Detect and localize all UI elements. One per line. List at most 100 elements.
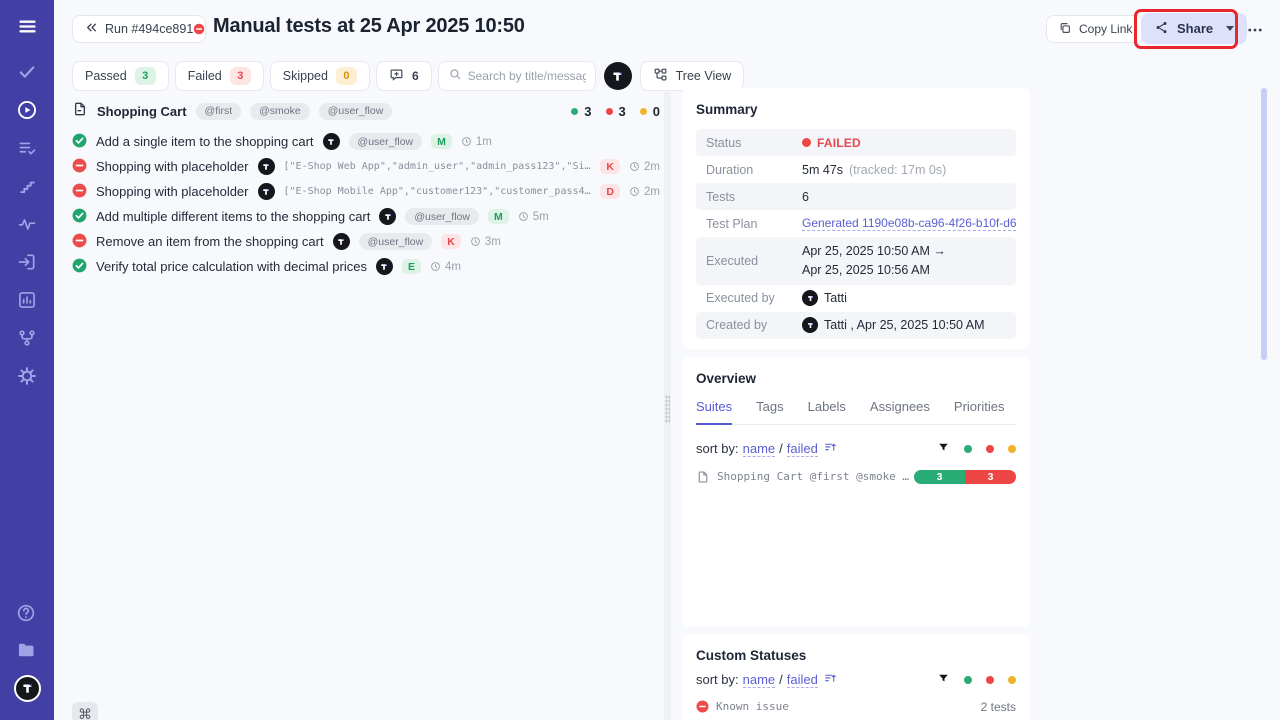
assignee-badge: K	[600, 159, 621, 174]
failed-bar-segment: 3	[965, 469, 1016, 484]
filter-skipped-button[interactable]: Skipped 0	[269, 61, 370, 91]
assignee-badge: D	[600, 184, 621, 199]
testomat-logo-icon[interactable]	[13, 675, 41, 702]
test-row[interactable]: Add a single item to the shopping cart @…	[72, 129, 660, 154]
suite-failed-count: 3	[618, 103, 626, 119]
test-duration: 3m	[470, 236, 501, 248]
suite-counts: 3 3 0	[571, 104, 660, 119]
scrollbar-thumb[interactable]	[1261, 88, 1267, 360]
copy-link-button[interactable]: Copy Link	[1046, 15, 1145, 43]
search-icon	[448, 67, 462, 86]
overview-sort-row: sort by: name / failed	[696, 441, 1016, 457]
panel-resizer[interactable]	[664, 92, 671, 720]
tab-labels[interactable]: Labels	[807, 398, 846, 414]
test-row[interactable]: Shopping with placeholder ["E-Shop Mobil…	[72, 179, 660, 204]
test-row[interactable]: Verify total price calculation with deci…	[72, 254, 660, 279]
tab-assignees[interactable]: Assignees	[869, 398, 930, 414]
overview-title: Overview	[696, 370, 757, 386]
caret-down-icon[interactable]	[1226, 26, 1235, 31]
assignee-avatar[interactable]	[603, 62, 632, 90]
copy-icon	[1058, 21, 1072, 38]
suite-tag[interactable]: @smoke	[250, 102, 310, 120]
suite-results-bar[interactable]: 3 3	[914, 469, 1016, 484]
avatar	[322, 133, 340, 150]
summary-card: Summary Status FAILED Duration 5m 47s (tr…	[682, 88, 1030, 349]
test-row[interactable]: Add multiple different items to the shop…	[72, 204, 660, 229]
filter-failed-button[interactable]: Failed 3	[174, 61, 264, 91]
sort-by-label: sort by:	[696, 672, 739, 687]
steps-icon[interactable]	[15, 174, 39, 198]
list-check-icon[interactable]	[15, 136, 39, 160]
tab-priorities[interactable]: Priorities	[953, 398, 1005, 414]
suite-tag[interactable]: @user_flow	[318, 102, 393, 120]
test-title: Verify total price calculation with deci…	[96, 259, 367, 274]
sort-amount-icon[interactable]	[824, 672, 837, 688]
play-circle-icon[interactable]	[15, 98, 39, 122]
filter-passed-button[interactable]: Passed 3	[72, 61, 169, 91]
sort-amount-icon[interactable]	[824, 441, 837, 457]
test-plan-label: Test Plan	[706, 216, 758, 231]
test-row[interactable]: Shopping with placeholder ["E-Shop Web A…	[72, 154, 660, 179]
sort-failed-link[interactable]: failed	[786, 671, 818, 688]
passed-check-icon	[72, 208, 87, 226]
sort-name-link[interactable]: name	[742, 671, 776, 688]
test-plan-link[interactable]: Generated 1190e08b-ca96-4f26-b10f-d6dc..…	[802, 216, 1016, 231]
suite-row[interactable]: Shopping Cart @first @smoke @user_flow 3…	[72, 101, 660, 121]
test-tag[interactable]: @user_flow	[348, 133, 423, 150]
comments-filter-button[interactable]: 6	[375, 61, 432, 91]
command-shortcut-button[interactable]: ⌘	[72, 702, 98, 720]
failed-minus-icon	[696, 700, 709, 713]
sort-separator: /	[779, 672, 783, 687]
sort-name-link[interactable]: name	[742, 440, 776, 457]
back-to-run-button[interactable]: Run #494ce891	[72, 15, 207, 43]
test-duration: 2m	[629, 186, 660, 198]
resizer-grip-icon[interactable]	[665, 395, 670, 423]
tab-suites[interactable]: Suites	[696, 399, 733, 425]
sort-failed-link[interactable]: failed	[786, 440, 818, 457]
branch-icon[interactable]	[15, 326, 39, 350]
test-row[interactable]: Remove an item from the shopping cart @u…	[72, 229, 660, 254]
legend-passed-dot[interactable]	[964, 675, 972, 684]
duration-label: Duration	[706, 162, 754, 177]
tree-view-button[interactable]: Tree View	[639, 61, 745, 91]
import-icon[interactable]	[15, 250, 39, 274]
menu-icon[interactable]	[15, 14, 39, 38]
skipped-count-badge: 0	[335, 67, 357, 85]
filter-skipped-label: Skipped	[282, 69, 328, 83]
legend-filters	[937, 672, 1016, 688]
suite-tag[interactable]: @first	[195, 102, 242, 120]
legend-filters	[937, 441, 1016, 457]
search-input[interactable]	[467, 69, 586, 83]
failed-minus-icon	[72, 158, 87, 176]
duration-tracked: (tracked: 17m 0s)	[849, 162, 947, 177]
summary-row-created-by: Created by Tatti , Apr 25, 2025 10:50 AM	[696, 311, 1016, 339]
tab-tags[interactable]: Tags	[756, 398, 784, 414]
funnel-icon[interactable]	[937, 441, 950, 457]
legend-failed-dot[interactable]	[986, 444, 994, 453]
chart-icon[interactable]	[15, 288, 39, 312]
passed-count-badge: 3	[134, 67, 156, 85]
known-issue-row[interactable]: Known issue 2 tests	[696, 700, 1016, 714]
known-issue-count: 2 tests	[980, 699, 1016, 714]
legend-passed-dot[interactable]	[964, 444, 972, 453]
legend-skipped-dot[interactable]	[1008, 675, 1016, 684]
share-button[interactable]: Share	[1141, 13, 1248, 44]
help-icon[interactable]	[14, 601, 38, 625]
gear-icon[interactable]	[15, 364, 39, 388]
more-options-button[interactable]	[1243, 18, 1267, 42]
test-tag[interactable]: @user_flow	[358, 233, 433, 250]
legend-skipped-dot[interactable]	[1008, 444, 1016, 453]
pulse-icon[interactable]	[15, 212, 39, 236]
custom-statuses-sort-row: sort by: name / failed	[696, 672, 1016, 688]
funnel-icon[interactable]	[937, 672, 950, 688]
summary-title: Summary	[696, 102, 758, 117]
filters-toolbar: Passed 3 Failed 3 Skipped 0 6 Tree View	[72, 61, 745, 91]
test-title: Add multiple different items to the shop…	[96, 209, 371, 224]
check-icon[interactable]	[15, 60, 39, 84]
legend-failed-dot[interactable]	[986, 675, 994, 684]
avatar	[257, 158, 275, 175]
folder-icon[interactable]	[14, 638, 38, 662]
known-issue-label: Known issue	[696, 700, 789, 713]
test-tag[interactable]: @user_flow	[405, 208, 479, 225]
duration-value: 5m 47s	[802, 162, 843, 177]
